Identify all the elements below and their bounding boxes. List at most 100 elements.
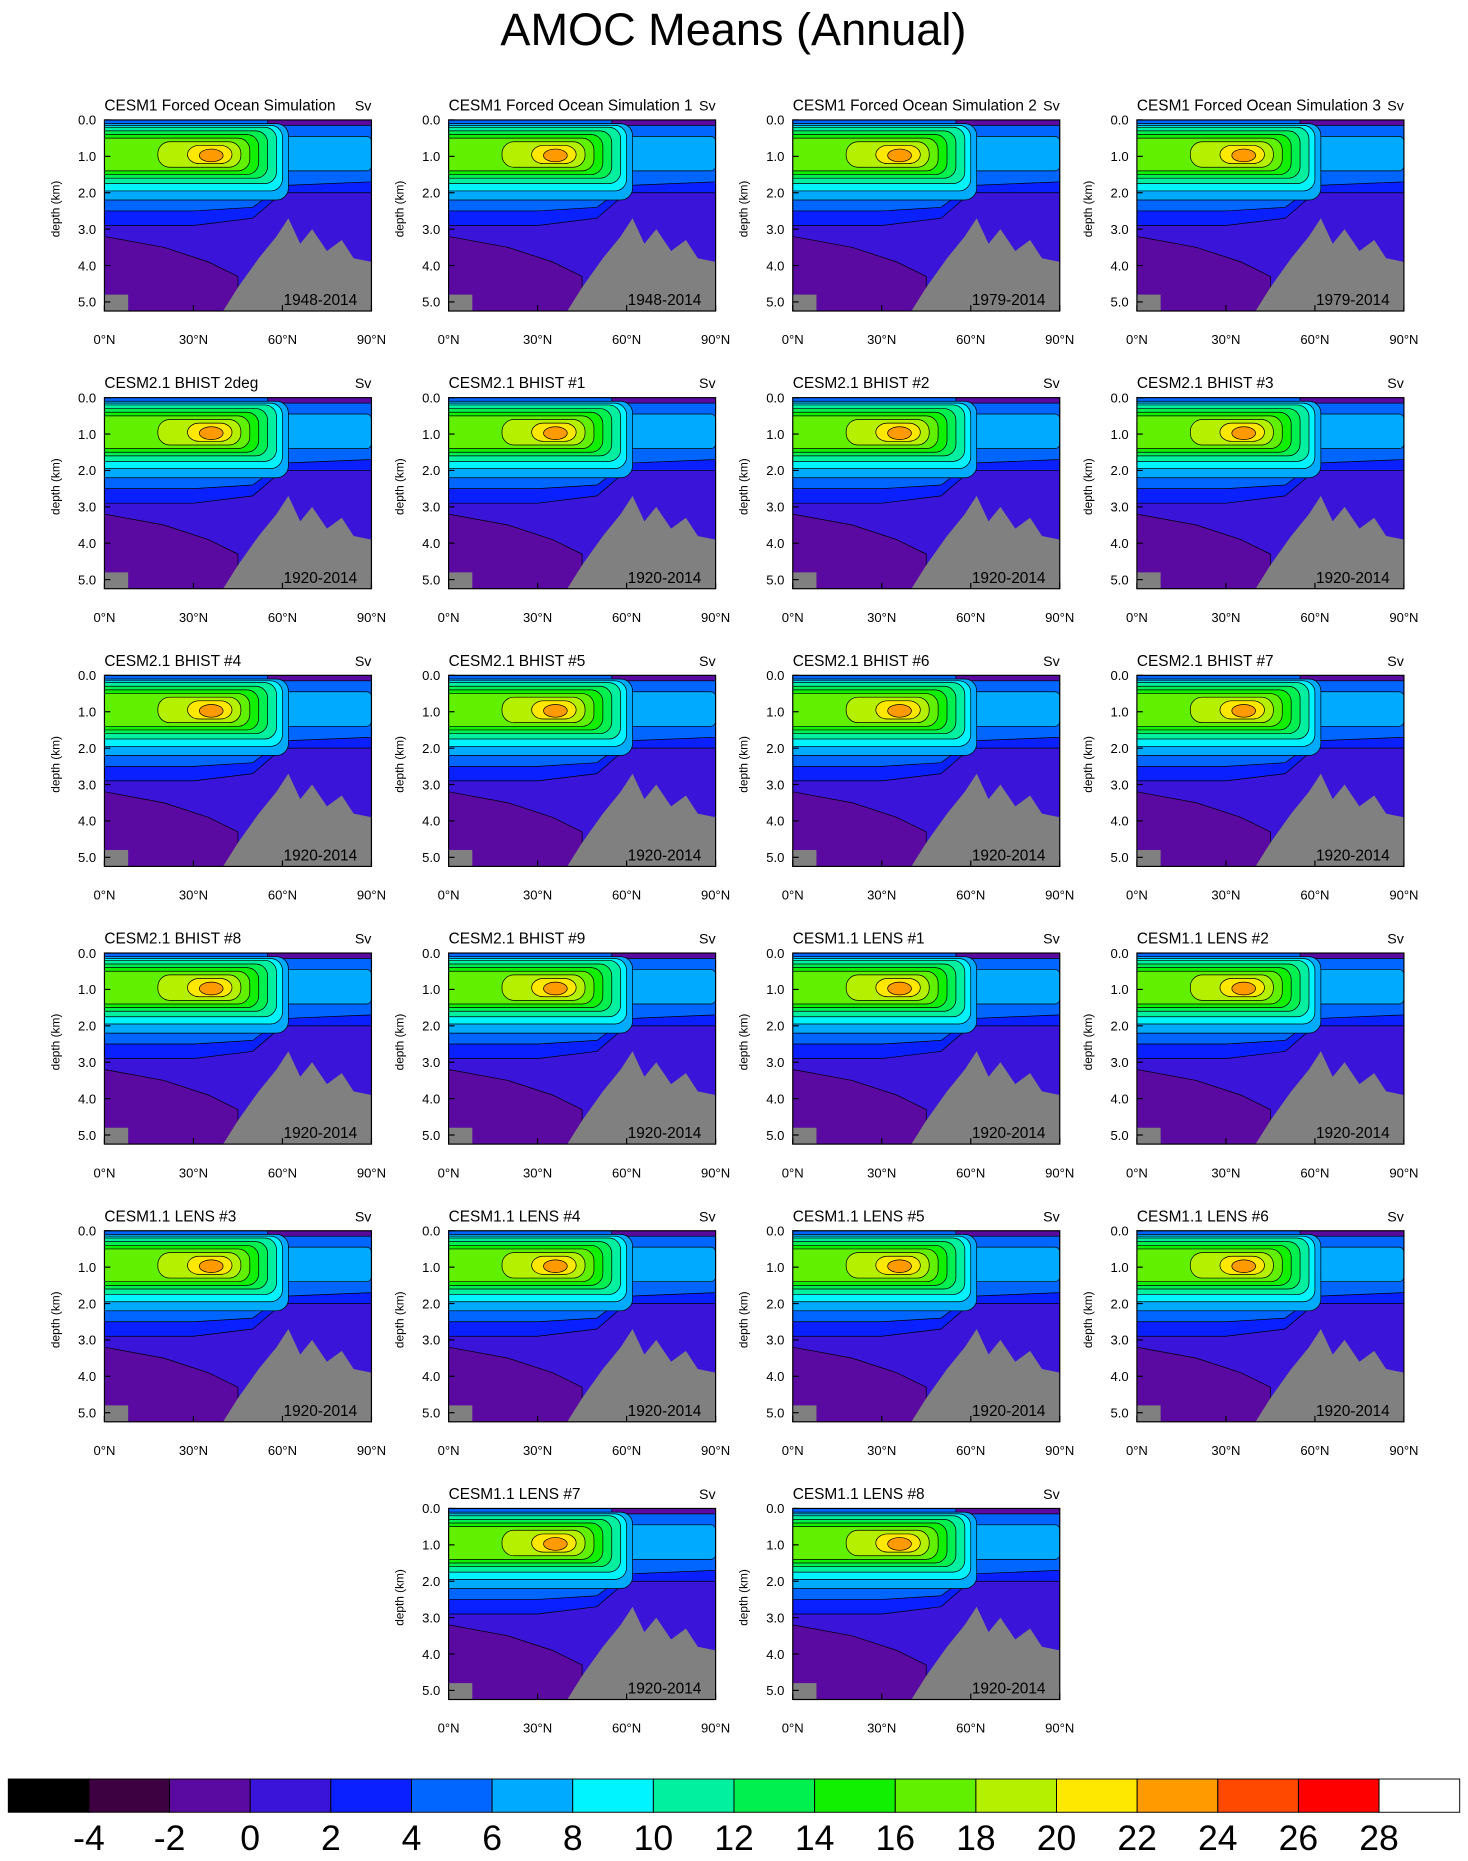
colorbar-label: 28: [1359, 1818, 1399, 1858]
colorbar-box: [894, 1778, 977, 1813]
x-tick-label: 30°N: [867, 1165, 896, 1180]
plot-frame: [1136, 119, 1405, 312]
contour-region: [104, 513, 239, 589]
y-tick-label: 0.0: [766, 390, 784, 405]
contour-region: [448, 1069, 583, 1145]
y-tick-label: 4.0: [422, 1369, 440, 1384]
y-tick-label: 3.0: [78, 222, 96, 237]
contour-region: [267, 119, 372, 126]
panel: [448, 397, 716, 589]
x-tick-label: 30°N: [1211, 1165, 1240, 1180]
contour-region: [626, 691, 716, 727]
panel-title: CESM2.1 BHIST #3: [1137, 375, 1274, 392]
y-axis-label: depth (km): [392, 736, 406, 793]
y-tick-label: 0.0: [422, 946, 440, 961]
x-tick-label: 90°N: [1045, 888, 1074, 903]
panel: [1136, 1230, 1404, 1422]
x-tick-label: 0°N: [93, 1443, 115, 1458]
y-tick-label: 0.0: [1110, 390, 1128, 405]
y-tick-label: 5.0: [1110, 1405, 1128, 1420]
panel-period: 1920-2014: [1316, 847, 1390, 864]
plot-frame: [1136, 397, 1405, 590]
contour-region: [199, 148, 224, 163]
contour-region: [970, 135, 1060, 172]
y-tick-label: 2.0: [78, 1019, 96, 1034]
panel-period: 1920-2014: [284, 847, 358, 864]
contour-region: [792, 513, 927, 589]
x-tick-label: 30°N: [1211, 332, 1240, 347]
y-tick-label: 5.0: [422, 1683, 440, 1698]
contour-region: [1299, 675, 1404, 682]
topography: [104, 218, 372, 312]
y-tick-label: 1.0: [78, 982, 96, 997]
y-tick-label: 1.0: [766, 149, 784, 164]
x-tick-label: 0°N: [1126, 888, 1148, 903]
contour-region: [611, 953, 716, 959]
y-axis-label: depth (km): [737, 181, 751, 238]
y-tick-label: 2.0: [766, 1574, 784, 1589]
panel-units: Sv: [1387, 1209, 1404, 1225]
x-tick-label: 90°N: [701, 332, 730, 347]
y-tick-label: 2.0: [422, 185, 440, 200]
contour-region: [199, 1259, 224, 1273]
x-tick-label: 0°N: [1126, 610, 1148, 625]
panel: [792, 1230, 1060, 1422]
y-tick-label: 1.0: [1110, 149, 1128, 164]
panel-title: CESM2.1 BHIST #1: [449, 375, 586, 392]
x-tick-label: 30°N: [867, 888, 896, 903]
x-tick-label: 30°N: [179, 1443, 208, 1458]
x-tick-label: 30°N: [867, 610, 896, 625]
x-tick-label: 0°N: [93, 332, 115, 347]
y-axis-label: depth (km): [48, 1291, 62, 1348]
plot-frame: [792, 1230, 1061, 1423]
topography: [1136, 1329, 1404, 1422]
y-tick-label: 0.0: [766, 668, 784, 683]
x-tick-label: 60°N: [612, 888, 641, 903]
y-tick-label: 2.0: [78, 1296, 96, 1311]
panel-units: Sv: [1387, 932, 1404, 948]
y-tick-label: 4.0: [766, 814, 784, 829]
contour-region: [611, 1230, 716, 1237]
contour-region: [543, 704, 568, 718]
colorbar-label: 10: [634, 1818, 674, 1858]
panel-units: Sv: [1043, 376, 1060, 392]
panel-units: Sv: [699, 376, 716, 392]
contour-region: [1231, 426, 1256, 440]
panel: [104, 119, 372, 312]
y-tick-label: 0.0: [1110, 113, 1128, 128]
panel-units: Sv: [1387, 376, 1404, 392]
panel: [792, 953, 1060, 1145]
y-tick-label: 1.0: [1110, 982, 1128, 997]
panel-period: 1920-2014: [972, 1681, 1046, 1698]
contour-region: [1136, 1346, 1271, 1422]
contour-region: [955, 675, 1060, 682]
contour-region: [543, 426, 568, 440]
x-tick-label: 60°N: [1300, 332, 1329, 347]
x-tick-label: 60°N: [268, 888, 297, 903]
y-tick-label: 1.0: [422, 1538, 440, 1553]
x-tick-label: 90°N: [701, 1165, 730, 1180]
x-tick-label: 30°N: [523, 1165, 552, 1180]
panel-units: Sv: [1387, 98, 1404, 114]
topography: [448, 1051, 716, 1145]
panel-title: CESM1.1 LENS #3: [104, 1208, 236, 1225]
x-tick-label: 60°N: [956, 888, 985, 903]
contour-region: [611, 119, 716, 126]
contour-region: [543, 1259, 568, 1273]
y-tick-label: 5.0: [766, 1128, 784, 1143]
panel-period: 1920-2014: [628, 847, 702, 864]
x-tick-label: 60°N: [956, 1721, 985, 1736]
x-tick-label: 0°N: [1126, 332, 1148, 347]
x-tick-label: 60°N: [612, 332, 641, 347]
panel-period: 1979-2014: [972, 292, 1046, 309]
x-tick-label: 30°N: [523, 332, 552, 347]
x-tick-label: 90°N: [1045, 1721, 1074, 1736]
y-tick-label: 4.0: [766, 1369, 784, 1384]
x-tick-label: 30°N: [1211, 610, 1240, 625]
y-tick-label: 4.0: [422, 258, 440, 273]
colorbar-box: [1136, 1778, 1219, 1813]
y-tick-label: 1.0: [766, 427, 784, 442]
plot-frame: [792, 397, 1061, 590]
